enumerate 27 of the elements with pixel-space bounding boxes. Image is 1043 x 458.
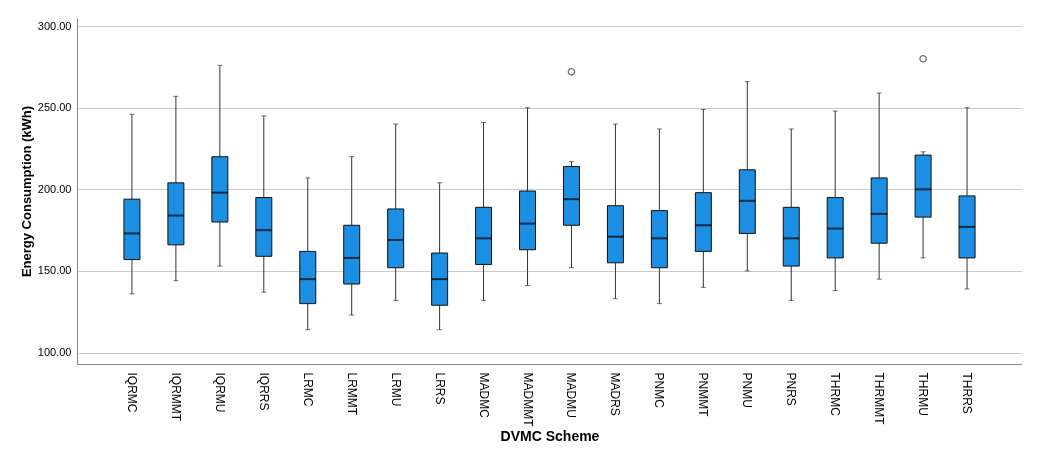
x-tick-label: IQRMC: [124, 372, 139, 413]
x-axis-title: DVMC Scheme: [500, 428, 600, 445]
y-tick-label: 100.00: [37, 346, 72, 359]
y-tick-label: 300.00: [37, 19, 72, 32]
x-tick-label: LRMC: [300, 372, 315, 407]
x-tick-label: PNMC: [652, 372, 667, 409]
y-axis-title: Energy Consumption (kWh): [18, 105, 34, 278]
x-tick-label: THRMU: [916, 372, 931, 416]
y-tick-label: 200.00: [37, 182, 72, 195]
x-tick-label: MADRS: [608, 372, 623, 416]
x-tick-label: PNMMT: [696, 372, 711, 418]
x-tick-label: IQRMMT: [168, 372, 183, 422]
y-tick-label: 150.00: [37, 264, 72, 277]
x-tick-label: MADMMT: [520, 372, 535, 428]
x-tick-label: LRRS: [432, 372, 447, 405]
x-tick-label: MADMC: [476, 372, 491, 419]
x-tick-label: THRMC: [828, 372, 843, 417]
x-tick-label: IQRMU: [212, 372, 227, 413]
x-tick-label: PNMU: [740, 372, 755, 408]
x-tick-label: LRMMT: [344, 372, 359, 416]
x-tick-label: LRMU: [388, 372, 403, 407]
x-tick-label: MADMU: [564, 372, 579, 418]
x-tick-label: THRMMT: [872, 372, 887, 426]
x-tick-label: IQRRS: [256, 372, 271, 411]
x-tick-label: THRRS: [960, 372, 975, 414]
x-tick-label: PNRS: [784, 372, 799, 406]
y-tick-label: 250.00: [37, 101, 72, 114]
